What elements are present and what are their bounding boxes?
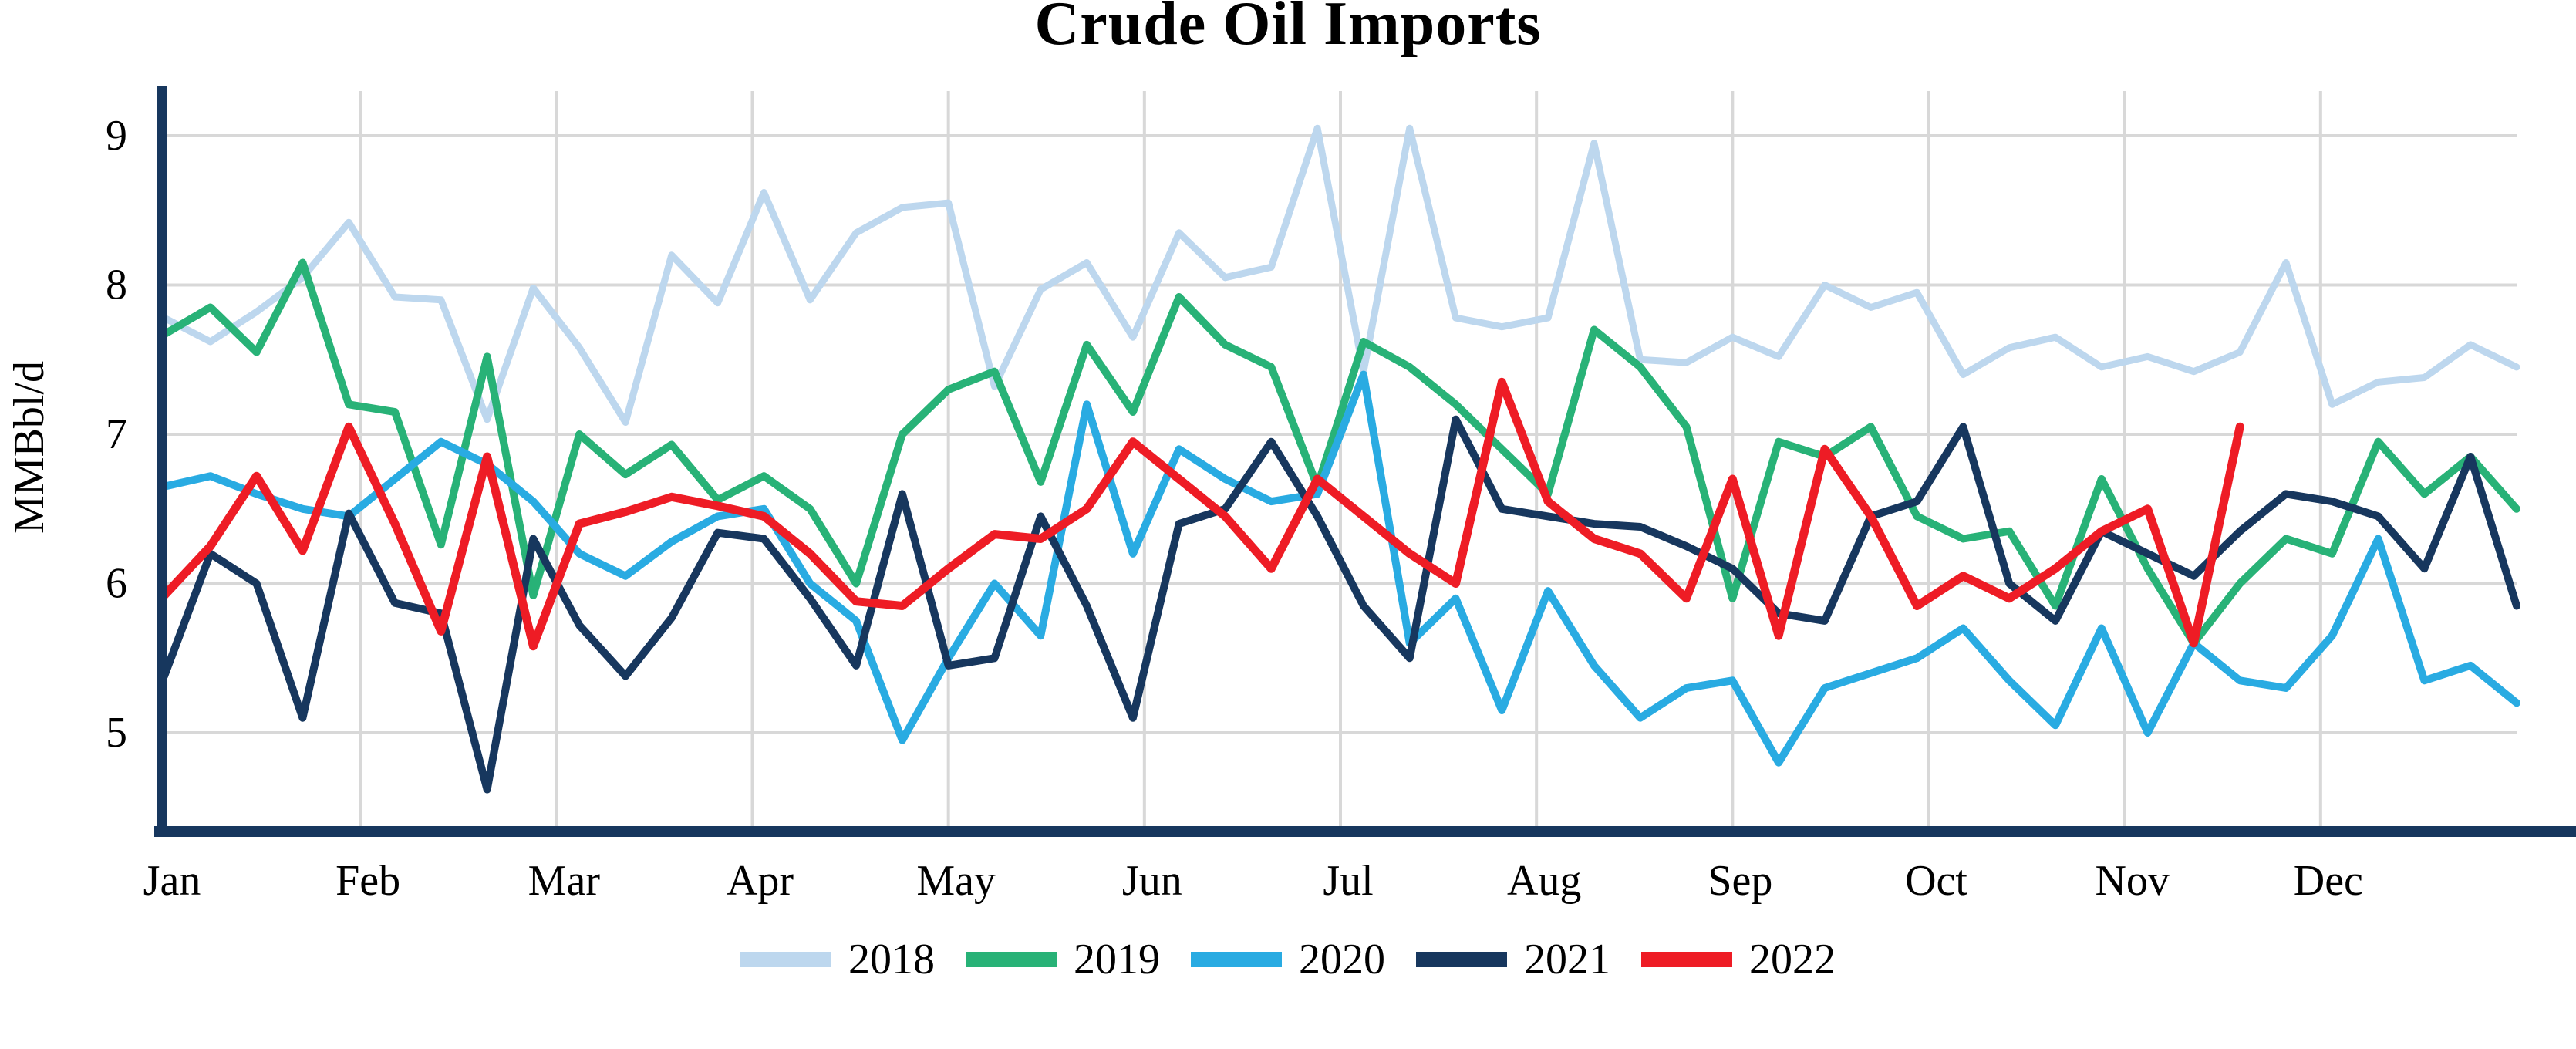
y-tick-label-6: 6 [106,560,127,608]
series-line-2022 [160,377,2244,651]
legend-swatch-2020 [1191,952,1282,967]
legend-label-2018: 2018 [848,936,935,983]
x-tick-label-Sep: Sep [1708,857,1772,905]
x-tick-label-Jan: Jan [143,857,201,905]
x-tick-label-Oct: Oct [1905,857,1967,905]
x-tick-label-Jun: Jun [1122,857,1182,905]
legend-item-2022: 2022 [1641,935,1836,984]
y-tick-label-8: 8 [106,261,127,309]
x-tick-label-May: May [916,857,996,905]
legend-label-2021: 2021 [1524,936,1610,983]
legend-label-2020: 2020 [1299,936,1385,983]
y-tick-label-9: 9 [106,112,127,160]
y-tick-label-5: 5 [106,709,127,757]
x-tick-label-Aug: Aug [1507,857,1581,905]
series-line-2020 [160,370,2520,767]
legend-swatch-2019 [966,952,1057,967]
chart-title: Crude Oil Imports [1034,0,1542,58]
legend-swatch-2022 [1641,952,1732,967]
legend-label-2019: 2019 [1074,936,1160,983]
x-tick-label-Dec: Dec [2294,857,2363,905]
legend-item-2021: 2021 [1416,935,1610,984]
legend-label-2022: 2022 [1749,936,1836,983]
legend: 2018 2019 2020 2021 2022 [0,935,2576,984]
legend-item-2020: 2020 [1191,935,1385,984]
legend-item-2019: 2019 [966,935,1160,984]
x-tick-label-Apr: Apr [727,857,794,905]
x-tick-label-Mar: Mar [528,857,601,905]
legend-swatch-2021 [1416,952,1507,967]
x-tick-label-Feb: Feb [335,857,400,905]
x-tick-label-Jul: Jul [1323,857,1373,905]
series-line-2018 [160,124,2520,426]
legend-swatch-2018 [740,952,831,967]
legend-item-2018: 2018 [740,935,935,984]
x-tick-label-Nov: Nov [2095,857,2169,905]
y-tick-label-7: 7 [106,410,127,458]
